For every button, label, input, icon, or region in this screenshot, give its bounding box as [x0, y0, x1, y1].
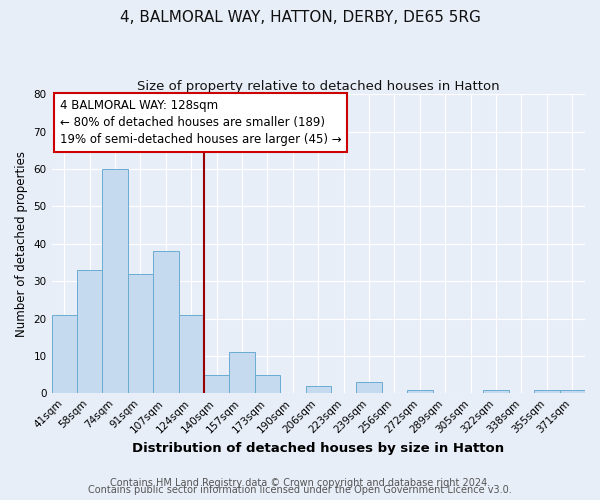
Bar	[407, 390, 433, 394]
Bar	[305, 386, 331, 394]
Title: Size of property relative to detached houses in Hatton: Size of property relative to detached ho…	[137, 80, 500, 93]
Bar	[484, 390, 509, 394]
Text: 4, BALMORAL WAY, HATTON, DERBY, DE65 5RG: 4, BALMORAL WAY, HATTON, DERBY, DE65 5RG	[119, 10, 481, 25]
Bar	[356, 382, 382, 394]
Bar	[153, 251, 179, 394]
Bar	[560, 390, 585, 394]
Y-axis label: Number of detached properties: Number of detached properties	[15, 151, 28, 337]
Bar	[204, 374, 229, 394]
Bar	[179, 315, 204, 394]
Bar	[229, 352, 255, 394]
X-axis label: Distribution of detached houses by size in Hatton: Distribution of detached houses by size …	[132, 442, 505, 455]
Bar	[128, 274, 153, 394]
Bar	[77, 270, 103, 394]
Bar	[103, 169, 128, 394]
Text: Contains public sector information licensed under the Open Government Licence v3: Contains public sector information licen…	[88, 485, 512, 495]
Text: 4 BALMORAL WAY: 128sqm
← 80% of detached houses are smaller (189)
19% of semi-de: 4 BALMORAL WAY: 128sqm ← 80% of detached…	[59, 98, 341, 146]
Bar	[52, 315, 77, 394]
Bar	[255, 374, 280, 394]
Text: Contains HM Land Registry data © Crown copyright and database right 2024.: Contains HM Land Registry data © Crown c…	[110, 478, 490, 488]
Bar	[534, 390, 560, 394]
